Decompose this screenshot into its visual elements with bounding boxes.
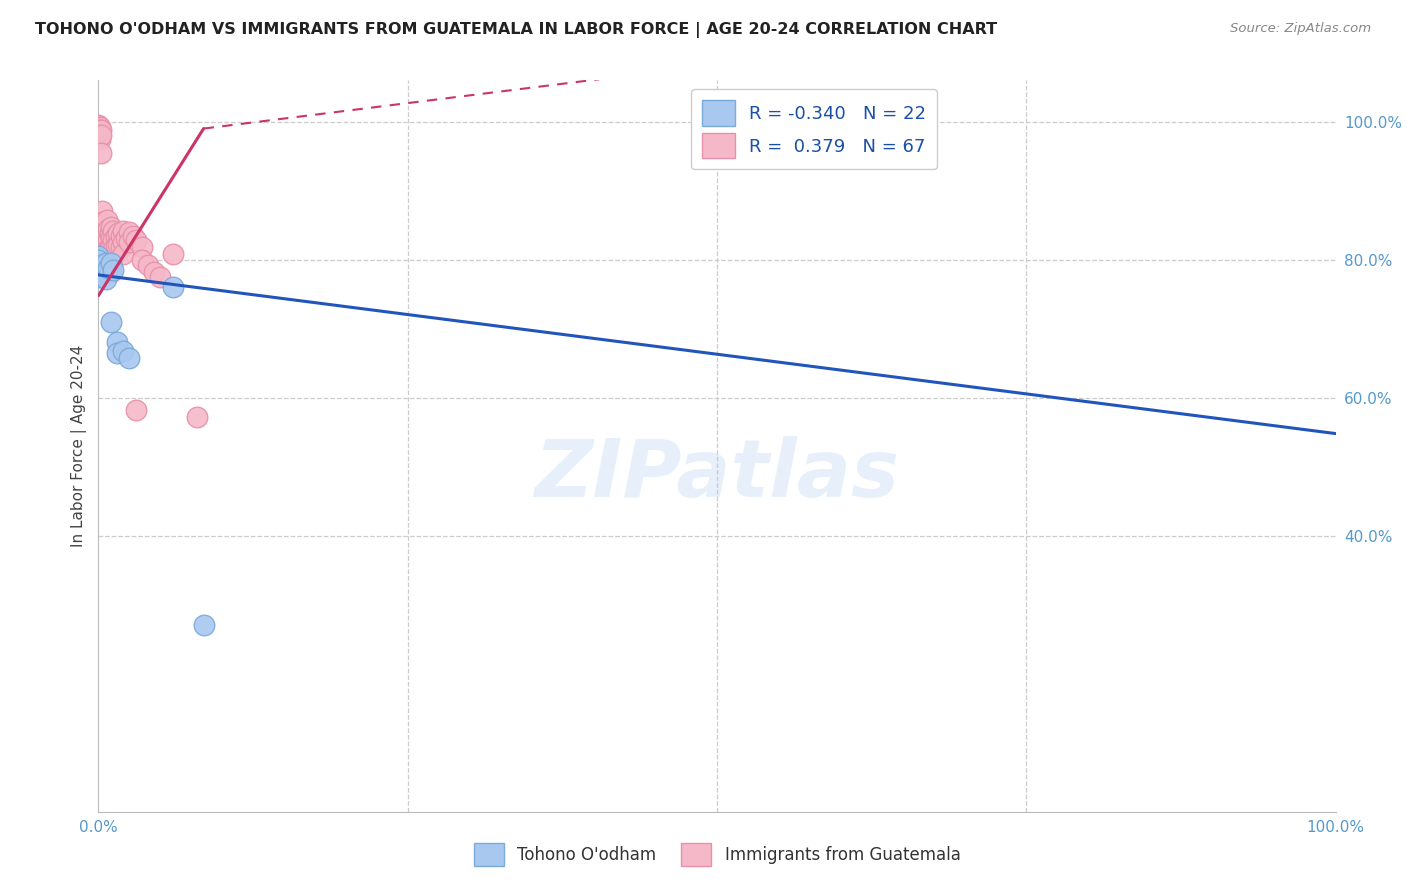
Point <box>114 230 136 244</box>
Point <box>124 233 146 247</box>
Point <box>97 243 120 257</box>
Point <box>87 118 110 132</box>
Point <box>118 225 141 239</box>
Point <box>100 265 122 279</box>
Point <box>90 128 112 143</box>
Point <box>87 252 110 267</box>
Point <box>94 218 117 232</box>
Point <box>97 221 120 235</box>
Point <box>87 123 110 137</box>
Point <box>97 260 120 275</box>
Point <box>93 239 115 253</box>
Point <box>90 145 112 160</box>
Point <box>87 121 110 136</box>
Point <box>100 219 122 234</box>
Point <box>87 260 110 274</box>
Point <box>93 247 115 261</box>
Point <box>89 123 111 137</box>
Point <box>87 256 110 270</box>
Point <box>93 225 115 239</box>
Point <box>90 268 112 282</box>
Point <box>90 123 112 137</box>
Point <box>104 239 127 253</box>
Point <box>162 247 184 261</box>
Point <box>87 269 110 284</box>
Point <box>162 280 184 294</box>
Point <box>87 252 110 267</box>
Point <box>87 121 110 136</box>
Point <box>96 235 118 250</box>
Point <box>131 240 153 254</box>
Point <box>97 233 120 247</box>
Point <box>100 315 122 329</box>
Y-axis label: In Labor Force | Age 20-24: In Labor Force | Age 20-24 <box>72 345 87 547</box>
Point <box>90 258 112 272</box>
Point <box>149 269 172 284</box>
Point <box>118 235 141 250</box>
Point <box>112 235 135 250</box>
Point <box>87 128 110 143</box>
Point <box>110 228 132 243</box>
Point <box>124 403 146 417</box>
Point <box>103 263 125 277</box>
Point <box>186 410 208 425</box>
Point <box>136 258 159 272</box>
Point <box>193 618 215 632</box>
Point <box>104 228 127 243</box>
Point <box>103 243 125 257</box>
Text: ZIPatlas: ZIPatlas <box>534 436 900 515</box>
Point <box>87 125 110 139</box>
Point <box>91 204 114 219</box>
Point <box>87 129 110 144</box>
Point <box>89 132 111 146</box>
Point <box>87 127 110 141</box>
Point <box>122 228 145 243</box>
Text: TOHONO O'ODHAM VS IMMIGRANTS FROM GUATEMALA IN LABOR FORCE | AGE 20-24 CORRELATI: TOHONO O'ODHAM VS IMMIGRANTS FROM GUATEM… <box>35 22 997 38</box>
Text: Source: ZipAtlas.com: Source: ZipAtlas.com <box>1230 22 1371 36</box>
Legend: Tohono O'odham, Immigrants from Guatemala: Tohono O'odham, Immigrants from Guatemal… <box>467 836 967 873</box>
Point <box>87 267 110 281</box>
Point <box>105 335 128 350</box>
Point <box>103 233 125 247</box>
Point <box>93 225 115 239</box>
Point <box>100 249 122 263</box>
Point <box>91 215 114 229</box>
Point <box>96 225 118 239</box>
Point <box>107 237 129 252</box>
Point <box>94 240 117 254</box>
Point <box>100 230 122 244</box>
Point <box>94 256 117 270</box>
Point <box>89 120 111 134</box>
Point <box>100 256 122 270</box>
Point <box>98 227 121 241</box>
Point <box>87 120 110 135</box>
Point <box>96 212 118 227</box>
Point <box>118 351 141 365</box>
Point <box>93 235 115 250</box>
Point <box>105 346 128 360</box>
Point <box>112 224 135 238</box>
Point <box>93 264 115 278</box>
Point <box>87 249 110 263</box>
Point <box>96 244 118 259</box>
Point <box>94 230 117 244</box>
Point <box>143 265 166 279</box>
Point <box>98 239 121 253</box>
Point <box>94 272 117 286</box>
Point <box>87 125 110 139</box>
Point <box>131 252 153 267</box>
Point <box>112 343 135 358</box>
Point <box>110 240 132 254</box>
Point <box>107 227 129 241</box>
Point <box>89 127 111 141</box>
Point <box>100 240 122 254</box>
Point <box>100 256 122 270</box>
Point <box>112 247 135 261</box>
Point <box>103 224 125 238</box>
